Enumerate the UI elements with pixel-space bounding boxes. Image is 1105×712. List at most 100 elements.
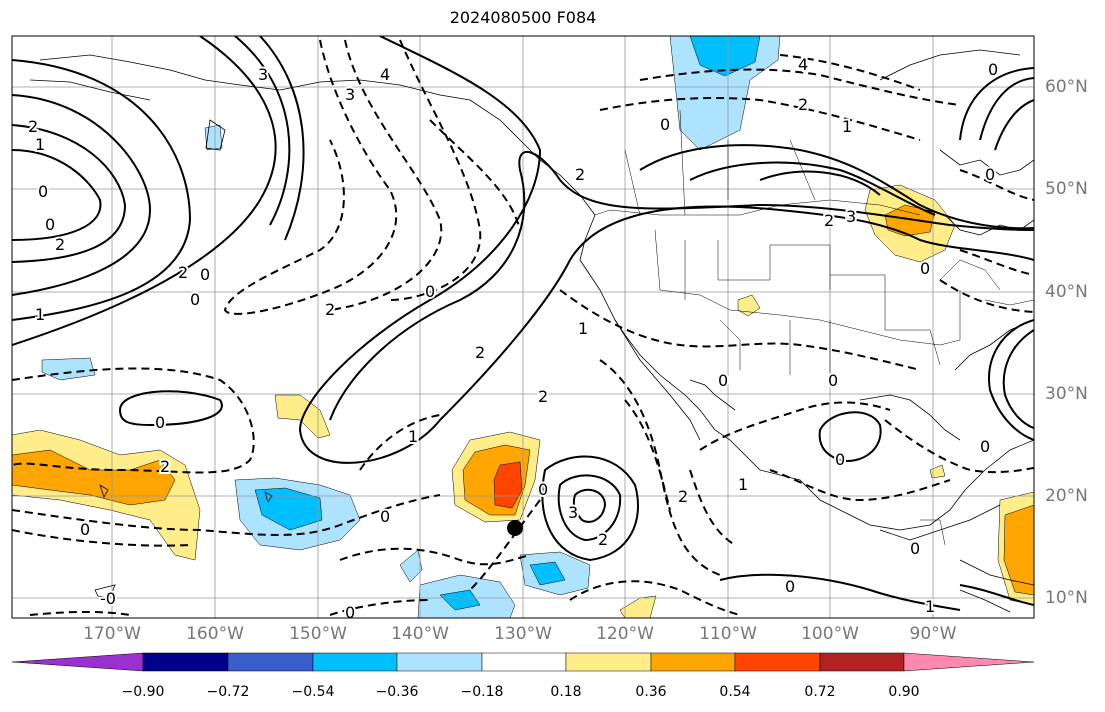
contour-label: 2 — [538, 387, 548, 406]
colorbar-segment — [734, 652, 821, 672]
contour-label: 4 — [380, 65, 390, 84]
contour-label: 0 — [985, 165, 995, 184]
latitude-label: 10°N — [1045, 588, 1088, 608]
contour-label: 0 — [980, 437, 990, 456]
contour-label: 0 — [785, 577, 795, 596]
contour-label: -0 — [100, 589, 116, 608]
contour-label: 0 — [538, 480, 548, 499]
longitude-label: 100°W — [801, 624, 859, 644]
contour-label: 1 — [738, 475, 748, 494]
negative-contours — [12, 39, 1034, 616]
colorbar-segment — [819, 652, 905, 672]
location-marker — [507, 520, 523, 536]
colorbar-segment — [650, 652, 736, 672]
negative-anomaly-canada-core — [689, 36, 761, 77]
contour-label: 0 — [38, 182, 48, 201]
contour-label: 0 — [910, 539, 920, 558]
contour-label: 0 — [828, 371, 838, 390]
contour-label: 0 — [80, 520, 90, 539]
negative-anomaly-east-core — [529, 561, 566, 586]
colorbar-tick-label: −0.54 — [291, 684, 335, 700]
colorbar-tick-label: −0.36 — [375, 684, 419, 700]
contour-label: 0 — [345, 603, 355, 622]
contour-label: 2 — [28, 117, 38, 136]
colorbar — [11, 652, 1035, 672]
contour-label: 2 — [55, 235, 65, 254]
map-frame — [11, 35, 1035, 619]
contour-label: 2 — [678, 487, 688, 506]
latitude-label: 60°N — [1045, 77, 1088, 97]
negative-anomaly-hawaii-core — [254, 487, 323, 531]
colorbar-segment — [565, 652, 652, 672]
contour-label: 2 — [598, 530, 608, 549]
colorbar-tick-label: −0.90 — [121, 684, 165, 700]
latitude-label: 50°N — [1045, 179, 1088, 199]
colorbar-tick-label: 0.90 — [888, 684, 920, 700]
negative-anomaly-small — [399, 549, 423, 583]
positive-anomaly-plains — [737, 294, 761, 317]
longitude-label: 140°W — [391, 624, 449, 644]
positive-contours — [12, 36, 1034, 611]
contour-label: 2 — [824, 211, 834, 230]
colorbar-segment — [903, 652, 1035, 672]
contour-label: 4 — [798, 55, 808, 74]
longitude-label: 170°W — [83, 624, 141, 644]
contour-label: 0 — [45, 215, 55, 234]
contour-label: 2 — [798, 95, 808, 114]
contour-label: 0 — [988, 60, 998, 79]
negative-anomaly-south-core — [439, 589, 481, 611]
contour-label: 2 — [160, 457, 170, 476]
colorbar-segment — [11, 652, 144, 672]
colorbar-tick-label: 0.72 — [804, 684, 836, 700]
contour-label: 2 — [475, 343, 485, 362]
latitude-label: 20°N — [1045, 486, 1088, 506]
longitude-label: 110°W — [699, 624, 757, 644]
positive-anomaly-caribbean-core — [1003, 504, 1034, 596]
colorbar-segment — [481, 652, 567, 672]
positive-anomaly-gulf — [929, 464, 946, 479]
colorbar-segment — [142, 652, 229, 672]
latitude-label: 40°N — [1045, 282, 1088, 302]
colorbar-segment — [227, 652, 314, 672]
contour-labels: 2 1 0 0 0 2 -0 2 0 2 1 0 0 2 0 3 2 2 1 0… — [26, 53, 1000, 622]
contour-label: 0 — [425, 282, 435, 301]
contour-label: 0 — [380, 507, 390, 526]
contour-label: 2 — [575, 165, 585, 184]
positive-anomaly-south — [619, 595, 657, 618]
contour-label: 1 — [408, 427, 418, 446]
contour-label: 3 — [258, 65, 268, 84]
contour-label: 3 — [345, 85, 355, 104]
map-title: 2024080500 F084 — [449, 8, 597, 27]
longitude-label: 130°W — [494, 624, 552, 644]
negative-anomaly-canada — [669, 36, 781, 151]
longitude-label: 90°W — [909, 624, 957, 644]
contour-label: 1 — [842, 117, 852, 136]
graticule — [12, 36, 1034, 618]
positive-anomaly-greatlakes-core — [884, 204, 936, 237]
colorbar-segment — [312, 652, 398, 672]
contour-label: 0 — [190, 290, 200, 309]
contour-label: 0 — [200, 265, 210, 284]
contour-label: 2 — [178, 263, 188, 282]
colorbar-tick-label: −0.72 — [206, 684, 250, 700]
contour-label: 0 — [835, 450, 845, 469]
colorbar-tick-label: 0.36 — [635, 684, 667, 700]
country-and-state-borders — [594, 109, 1034, 546]
contour-label: 0 — [718, 371, 728, 390]
longitude-label: 160°W — [186, 624, 244, 644]
filled-anomalies — [12, 36, 1034, 618]
contour-label: 0 — [155, 413, 165, 432]
longitude-label: 150°W — [289, 624, 347, 644]
colorbar-tick-label: 0.54 — [719, 684, 751, 700]
contour-label: 1 — [578, 319, 588, 338]
contour-label: 1 — [35, 305, 45, 324]
contour-label: 1 — [35, 135, 45, 154]
contour-label: 0 — [920, 259, 930, 278]
latitude-label: 30°N — [1045, 384, 1088, 404]
colorbar-tick-label: −0.18 — [460, 684, 504, 700]
contour-label: 2 — [325, 300, 335, 319]
contour-label: 3 — [568, 503, 578, 522]
colorbar-segment — [396, 652, 483, 672]
colorbar-tick-label: 0.18 — [550, 684, 582, 700]
